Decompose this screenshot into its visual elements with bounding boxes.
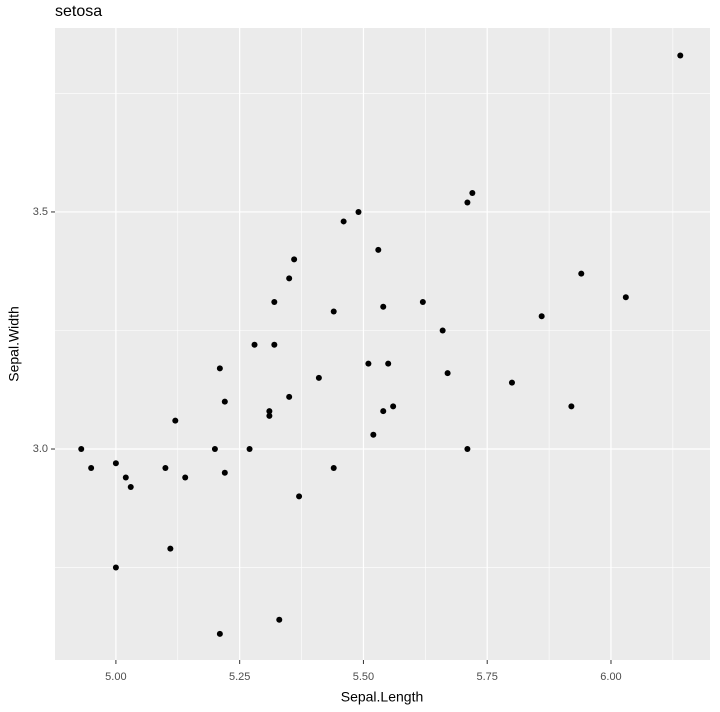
point	[216, 630, 223, 637]
point	[286, 275, 293, 282]
point	[380, 303, 387, 310]
point	[271, 341, 278, 348]
point	[286, 393, 293, 400]
x-axis-label: Sepal.Length	[341, 689, 424, 705]
point	[370, 431, 377, 438]
point	[172, 417, 179, 424]
x-tick-label: 5.25	[229, 671, 250, 683]
point	[216, 365, 223, 372]
point	[390, 403, 397, 410]
point	[365, 360, 372, 367]
y-tick-label: 3.0	[33, 443, 48, 455]
point	[167, 545, 174, 552]
point	[464, 446, 471, 453]
y-tick-label: 3.5	[33, 206, 48, 218]
x-tick-label: 5.75	[476, 671, 497, 683]
point	[578, 270, 585, 277]
point	[419, 299, 426, 306]
point	[568, 403, 575, 410]
y-axis-label: Sepal.Width	[6, 306, 22, 381]
point	[88, 464, 95, 471]
panel	[55, 28, 710, 660]
point	[439, 327, 446, 334]
point	[355, 208, 362, 215]
point	[266, 412, 273, 419]
point	[266, 408, 273, 415]
point	[246, 446, 253, 453]
point	[464, 199, 471, 206]
point	[112, 460, 119, 467]
chart-title: setosa	[55, 3, 102, 20]
point	[469, 189, 476, 196]
point	[538, 313, 545, 320]
point	[211, 446, 218, 453]
point	[677, 52, 684, 59]
x-tick-label: 5.00	[105, 671, 126, 683]
point	[276, 616, 283, 623]
point	[291, 256, 298, 263]
point	[221, 398, 228, 405]
point	[78, 446, 85, 453]
point	[221, 469, 228, 476]
x-tick-label: 5.50	[353, 671, 374, 683]
point	[375, 246, 382, 253]
point	[385, 360, 392, 367]
x-tick-label: 6.00	[600, 671, 621, 683]
point	[296, 493, 303, 500]
point	[112, 564, 119, 571]
point	[127, 483, 134, 490]
point	[330, 464, 337, 471]
point	[182, 474, 189, 481]
point	[315, 374, 322, 381]
point	[330, 308, 337, 315]
point	[340, 218, 347, 225]
point	[271, 299, 278, 306]
point	[444, 370, 451, 377]
point	[162, 464, 169, 471]
point	[122, 474, 129, 481]
point	[380, 408, 387, 415]
point	[251, 341, 258, 348]
point	[622, 294, 629, 301]
point	[508, 379, 515, 386]
